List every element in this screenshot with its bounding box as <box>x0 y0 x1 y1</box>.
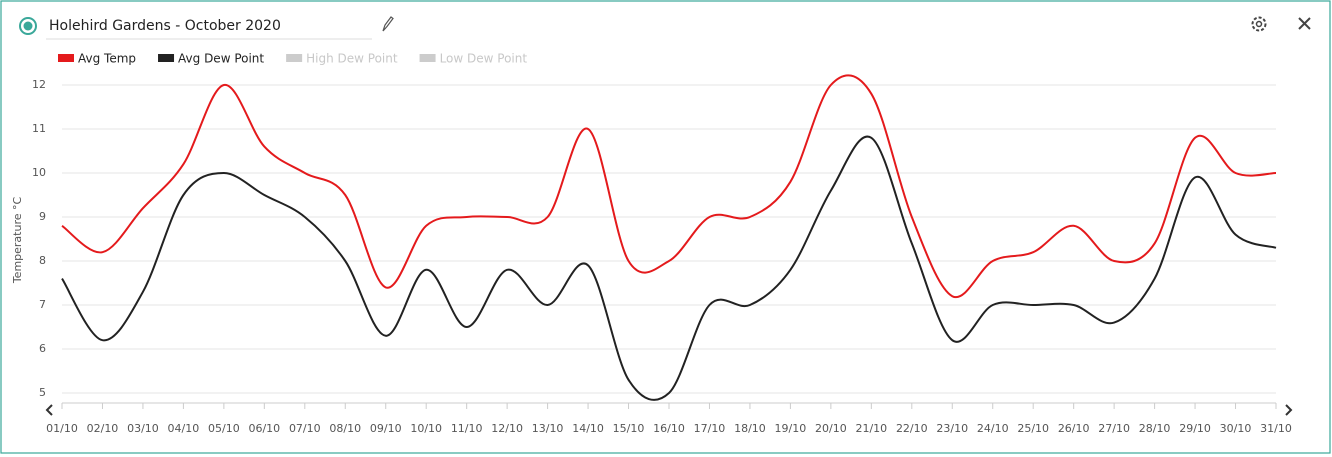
x-tick-label: 17/10 <box>694 422 726 435</box>
x-tick-label: 04/10 <box>168 422 200 435</box>
x-tick-label: 31/10 <box>1260 422 1292 435</box>
y-tick-label: 9 <box>39 210 46 223</box>
x-tick-label: 29/10 <box>1179 422 1211 435</box>
x-tick-label: 24/10 <box>977 422 1009 435</box>
y-tick-label: 8 <box>39 254 46 267</box>
x-tick-label: 12/10 <box>491 422 523 435</box>
series-line <box>61 135 1277 401</box>
x-tick-label: 05/10 <box>208 422 240 435</box>
y-tick-label: 10 <box>32 166 46 179</box>
x-tick-label: 06/10 <box>248 422 280 435</box>
status-dot <box>23 21 33 31</box>
legend-swatch <box>58 54 74 62</box>
y-tick-label: 11 <box>32 122 46 135</box>
legend-swatch <box>419 54 436 62</box>
legend-label[interactable]: Low Dew Point <box>440 52 528 66</box>
x-tick-label: 01/10 <box>46 422 78 435</box>
x-tick-label: 20/10 <box>815 422 847 435</box>
y-tick-label: 5 <box>39 386 46 399</box>
close-icon[interactable] <box>1298 17 1311 30</box>
x-tick-label: 26/10 <box>1058 422 1090 435</box>
x-tick-label: 13/10 <box>532 422 564 435</box>
x-tick-label: 15/10 <box>613 422 645 435</box>
x-tick-label: 03/10 <box>127 422 159 435</box>
y-axis-label: Temperature °C <box>11 197 24 285</box>
x-tick-label: 08/10 <box>329 422 361 435</box>
x-tick-label: 28/10 <box>1139 422 1171 435</box>
widget-title: Holehird Gardens - October 2020 <box>49 18 281 34</box>
x-tick-label: 22/10 <box>896 422 928 435</box>
x-tick-label: 19/10 <box>775 422 807 435</box>
legend-label[interactable]: Avg Temp <box>78 52 136 66</box>
y-tick-label: 6 <box>39 342 46 355</box>
x-tick-label: 02/10 <box>87 422 119 435</box>
legend-label[interactable]: Avg Dew Point <box>178 52 264 66</box>
series-line <box>61 74 1277 299</box>
legend-swatch <box>286 54 303 62</box>
legend-label[interactable]: High Dew Point <box>306 52 398 66</box>
y-tick-label: 12 <box>32 78 46 91</box>
x-tick-label: 11/10 <box>451 422 483 435</box>
x-tick-label: 16/10 <box>653 422 685 435</box>
prev-arrow[interactable] <box>45 404 53 416</box>
next-arrow[interactable] <box>1285 404 1293 416</box>
x-tick-label: 10/10 <box>410 422 442 435</box>
settings-icon[interactable] <box>1251 16 1267 32</box>
x-tick-label: 07/10 <box>289 422 321 435</box>
x-tick-label: 18/10 <box>734 422 766 435</box>
x-tick-label: 25/10 <box>1017 422 1049 435</box>
status-ring <box>19 17 37 35</box>
x-tick-label: 14/10 <box>572 422 604 435</box>
x-tick-label: 27/10 <box>1098 422 1130 435</box>
legend-swatch <box>158 54 175 62</box>
edit-icon[interactable] <box>382 16 394 32</box>
y-tick-label: 7 <box>39 298 46 311</box>
x-tick-label: 23/10 <box>936 422 968 435</box>
x-tick-label: 21/10 <box>855 422 887 435</box>
x-tick-label: 30/10 <box>1220 422 1252 435</box>
x-tick-label: 09/10 <box>370 422 402 435</box>
